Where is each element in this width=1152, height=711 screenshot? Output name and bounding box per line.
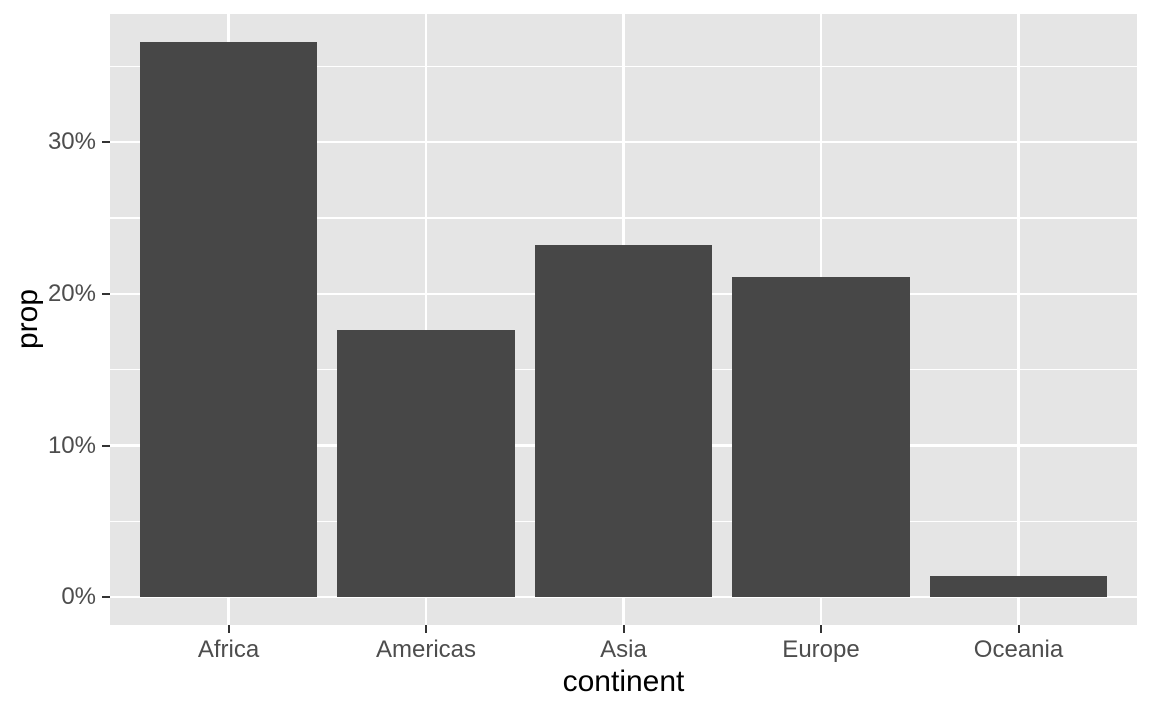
x-axis-tick [425, 625, 427, 633]
y-tick-label: 30% [47, 128, 96, 156]
x-axis-title: continent [562, 665, 685, 698]
bar-africa [139, 42, 318, 598]
y-axis-tick [102, 596, 110, 599]
grid-major-v [1017, 14, 1020, 625]
bar-oceania [929, 576, 1108, 598]
bar-europe [732, 277, 910, 598]
y-axis-title: prop [11, 288, 44, 350]
grid-major-v [424, 14, 428, 625]
x-axis-tick [1017, 625, 1020, 633]
x-tick-label-asia: Asia [600, 636, 647, 663]
y-axis-tick [102, 141, 110, 144]
x-tick-label-africa: Africa [197, 636, 260, 663]
x-tick-label-europe: Europe [782, 636, 860, 663]
x-tick-label-oceania: Oceania [973, 636, 1064, 663]
x-axis-tick [820, 625, 822, 633]
y-axis-tick [102, 444, 110, 447]
x-axis-tick [622, 625, 625, 633]
bar-asia [534, 245, 713, 598]
y-tick-label: 10% [47, 431, 96, 459]
x-tick-label-americas: Americas [375, 636, 477, 663]
plot-panel [110, 14, 1137, 625]
y-tick-label: 0% [61, 583, 96, 611]
bar-americas [337, 330, 515, 598]
y-axis-tick [102, 292, 110, 295]
y-tick-label: 20% [47, 279, 96, 307]
x-axis-tick [227, 625, 230, 633]
